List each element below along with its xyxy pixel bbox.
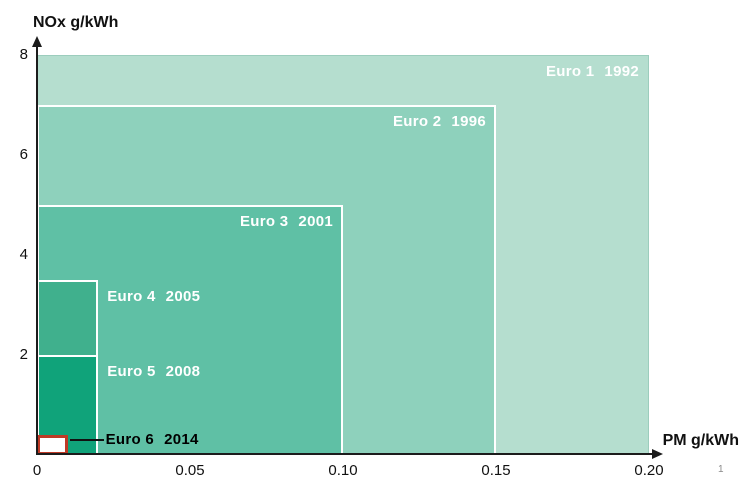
euro-6-rect: [37, 435, 68, 455]
euro-2-label: Euro 2 1996: [393, 113, 486, 131]
y-axis-arrow-icon: [32, 36, 42, 47]
x-tick-label-0: 0: [32, 462, 42, 479]
y-tick-label-2: 2: [19, 346, 28, 363]
euro-4-label: Euro 4 2005: [107, 288, 200, 306]
euro-stage-year: 1992: [604, 63, 639, 80]
y-tick-label-4: 4: [19, 246, 28, 263]
euro-6-callout-line: [69, 439, 104, 441]
y-tick-label-6: 6: [19, 146, 28, 163]
euro-stage-name: Euro 2: [392, 113, 442, 130]
y-axis-title: NOx g/kWh: [33, 14, 119, 31]
euro-3-label: Euro 3 2001: [240, 213, 333, 231]
y-tick-label-8: 8: [19, 46, 28, 63]
footnote-marker: 1: [718, 464, 724, 475]
euro-stage-year: 1996: [451, 113, 486, 130]
x-tick-label-0.05: 0.05: [175, 462, 205, 479]
x-axis-line: [36, 453, 654, 455]
euro-stage-year: 2008: [165, 363, 201, 380]
x-tick-label-0.10: 0.10: [328, 462, 358, 479]
x-tick-label-0.15: 0.15: [481, 462, 511, 479]
euro-1-label: Euro 1 1992: [546, 63, 639, 81]
euro-stage-year: 2005: [165, 288, 201, 305]
x-axis-arrow-icon: [652, 449, 663, 459]
euro-stage-name: Euro 1: [545, 63, 595, 80]
x-tick-label-0.20: 0.20: [634, 462, 664, 479]
euro-stage-name: Euro 3: [239, 213, 289, 230]
y-axis-line: [36, 46, 38, 455]
euro-stage-year: 2014: [164, 431, 199, 448]
euro-stage-year: 2001: [298, 213, 333, 230]
euro-stage-name: Euro 5: [107, 363, 156, 380]
euro-5-label: Euro 5 2008: [107, 363, 200, 381]
euro-stage-name: Euro 4: [107, 288, 156, 305]
x-axis-title: PM g/kWh: [662, 432, 739, 449]
euro-6-label: Euro 6 2014: [106, 431, 199, 449]
euro-stage-name: Euro 6: [105, 431, 155, 448]
